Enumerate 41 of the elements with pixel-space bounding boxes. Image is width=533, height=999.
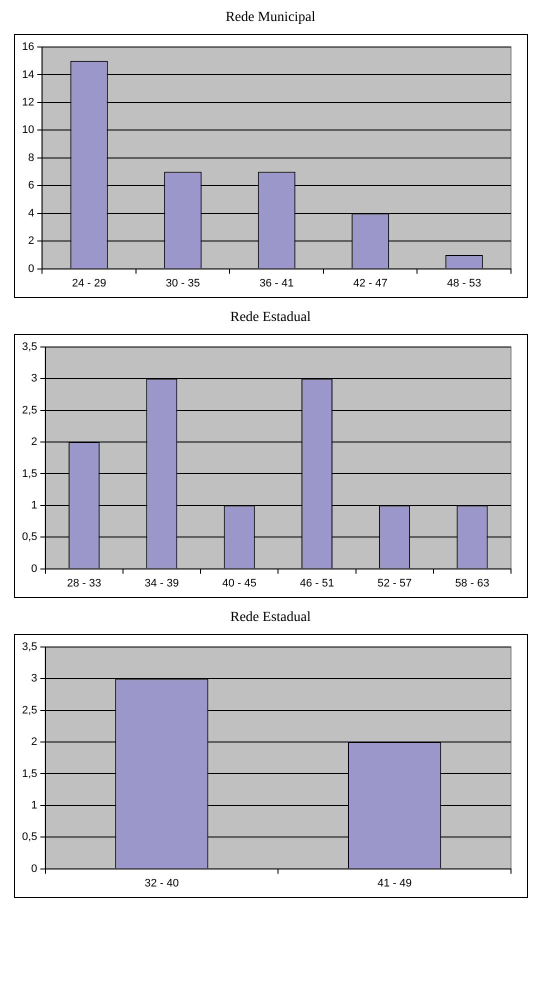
- y-tick-label: 3: [31, 672, 38, 685]
- y-tick-label: 1,5: [22, 468, 38, 480]
- y-tick-label: 4: [28, 207, 34, 220]
- chart-title: Rede Estadual: [229, 610, 312, 626]
- y-tick-label: 2,5: [22, 704, 38, 716]
- x-tick-label: 42 - 47: [353, 277, 388, 290]
- x-tick-label: 24 - 29: [72, 277, 106, 290]
- x-tick-label: 32 - 40: [144, 877, 179, 890]
- y-tick-label: 0: [31, 562, 38, 575]
- x-tick-label: 48 - 53: [447, 277, 482, 290]
- y-tick-label: 2,5: [22, 404, 38, 416]
- y-tick-label: 0,5: [22, 531, 38, 544]
- y-tick-label: 6: [28, 180, 34, 192]
- y-tick-label: 2: [31, 436, 38, 448]
- y-tick-label: 1: [31, 799, 38, 812]
- x-tick-label: 52 - 57: [377, 577, 412, 590]
- y-tick-label: 14: [22, 68, 34, 81]
- y-tick-label: 8: [28, 152, 34, 164]
- y-tick-label: 2: [28, 235, 34, 248]
- y-tick-label: 3,5: [22, 341, 38, 354]
- x-tick-label: 34 - 39: [144, 577, 179, 590]
- y-tick-label: 0: [28, 262, 34, 275]
- y-tick-label: 0: [31, 862, 38, 875]
- x-tick-label: 41 - 49: [377, 877, 412, 890]
- y-tick-label: 0,5: [22, 831, 38, 844]
- y-tick-label: 2: [31, 736, 38, 748]
- x-tick-label: 30 - 35: [166, 277, 200, 290]
- x-tick-label: 36 - 41: [259, 277, 294, 290]
- y-tick-label: 1: [31, 499, 38, 512]
- x-tick-label: 40 - 45: [222, 577, 256, 590]
- x-tick-label: 46 - 51: [300, 577, 334, 590]
- x-tick-label: 58 - 63: [455, 577, 490, 590]
- y-tick-label: 3,5: [22, 641, 38, 654]
- x-tick-label: 28 - 33: [66, 577, 102, 590]
- y-tick-label: 12: [22, 96, 34, 108]
- chart-title: Rede Municipal: [224, 10, 316, 26]
- y-tick-label: 16: [22, 41, 34, 54]
- y-tick-label: 10: [22, 124, 34, 136]
- chart-title: Rede Estadual: [229, 310, 312, 326]
- y-tick-label: 1,5: [22, 768, 38, 780]
- y-tick-label: 3: [31, 372, 38, 385]
